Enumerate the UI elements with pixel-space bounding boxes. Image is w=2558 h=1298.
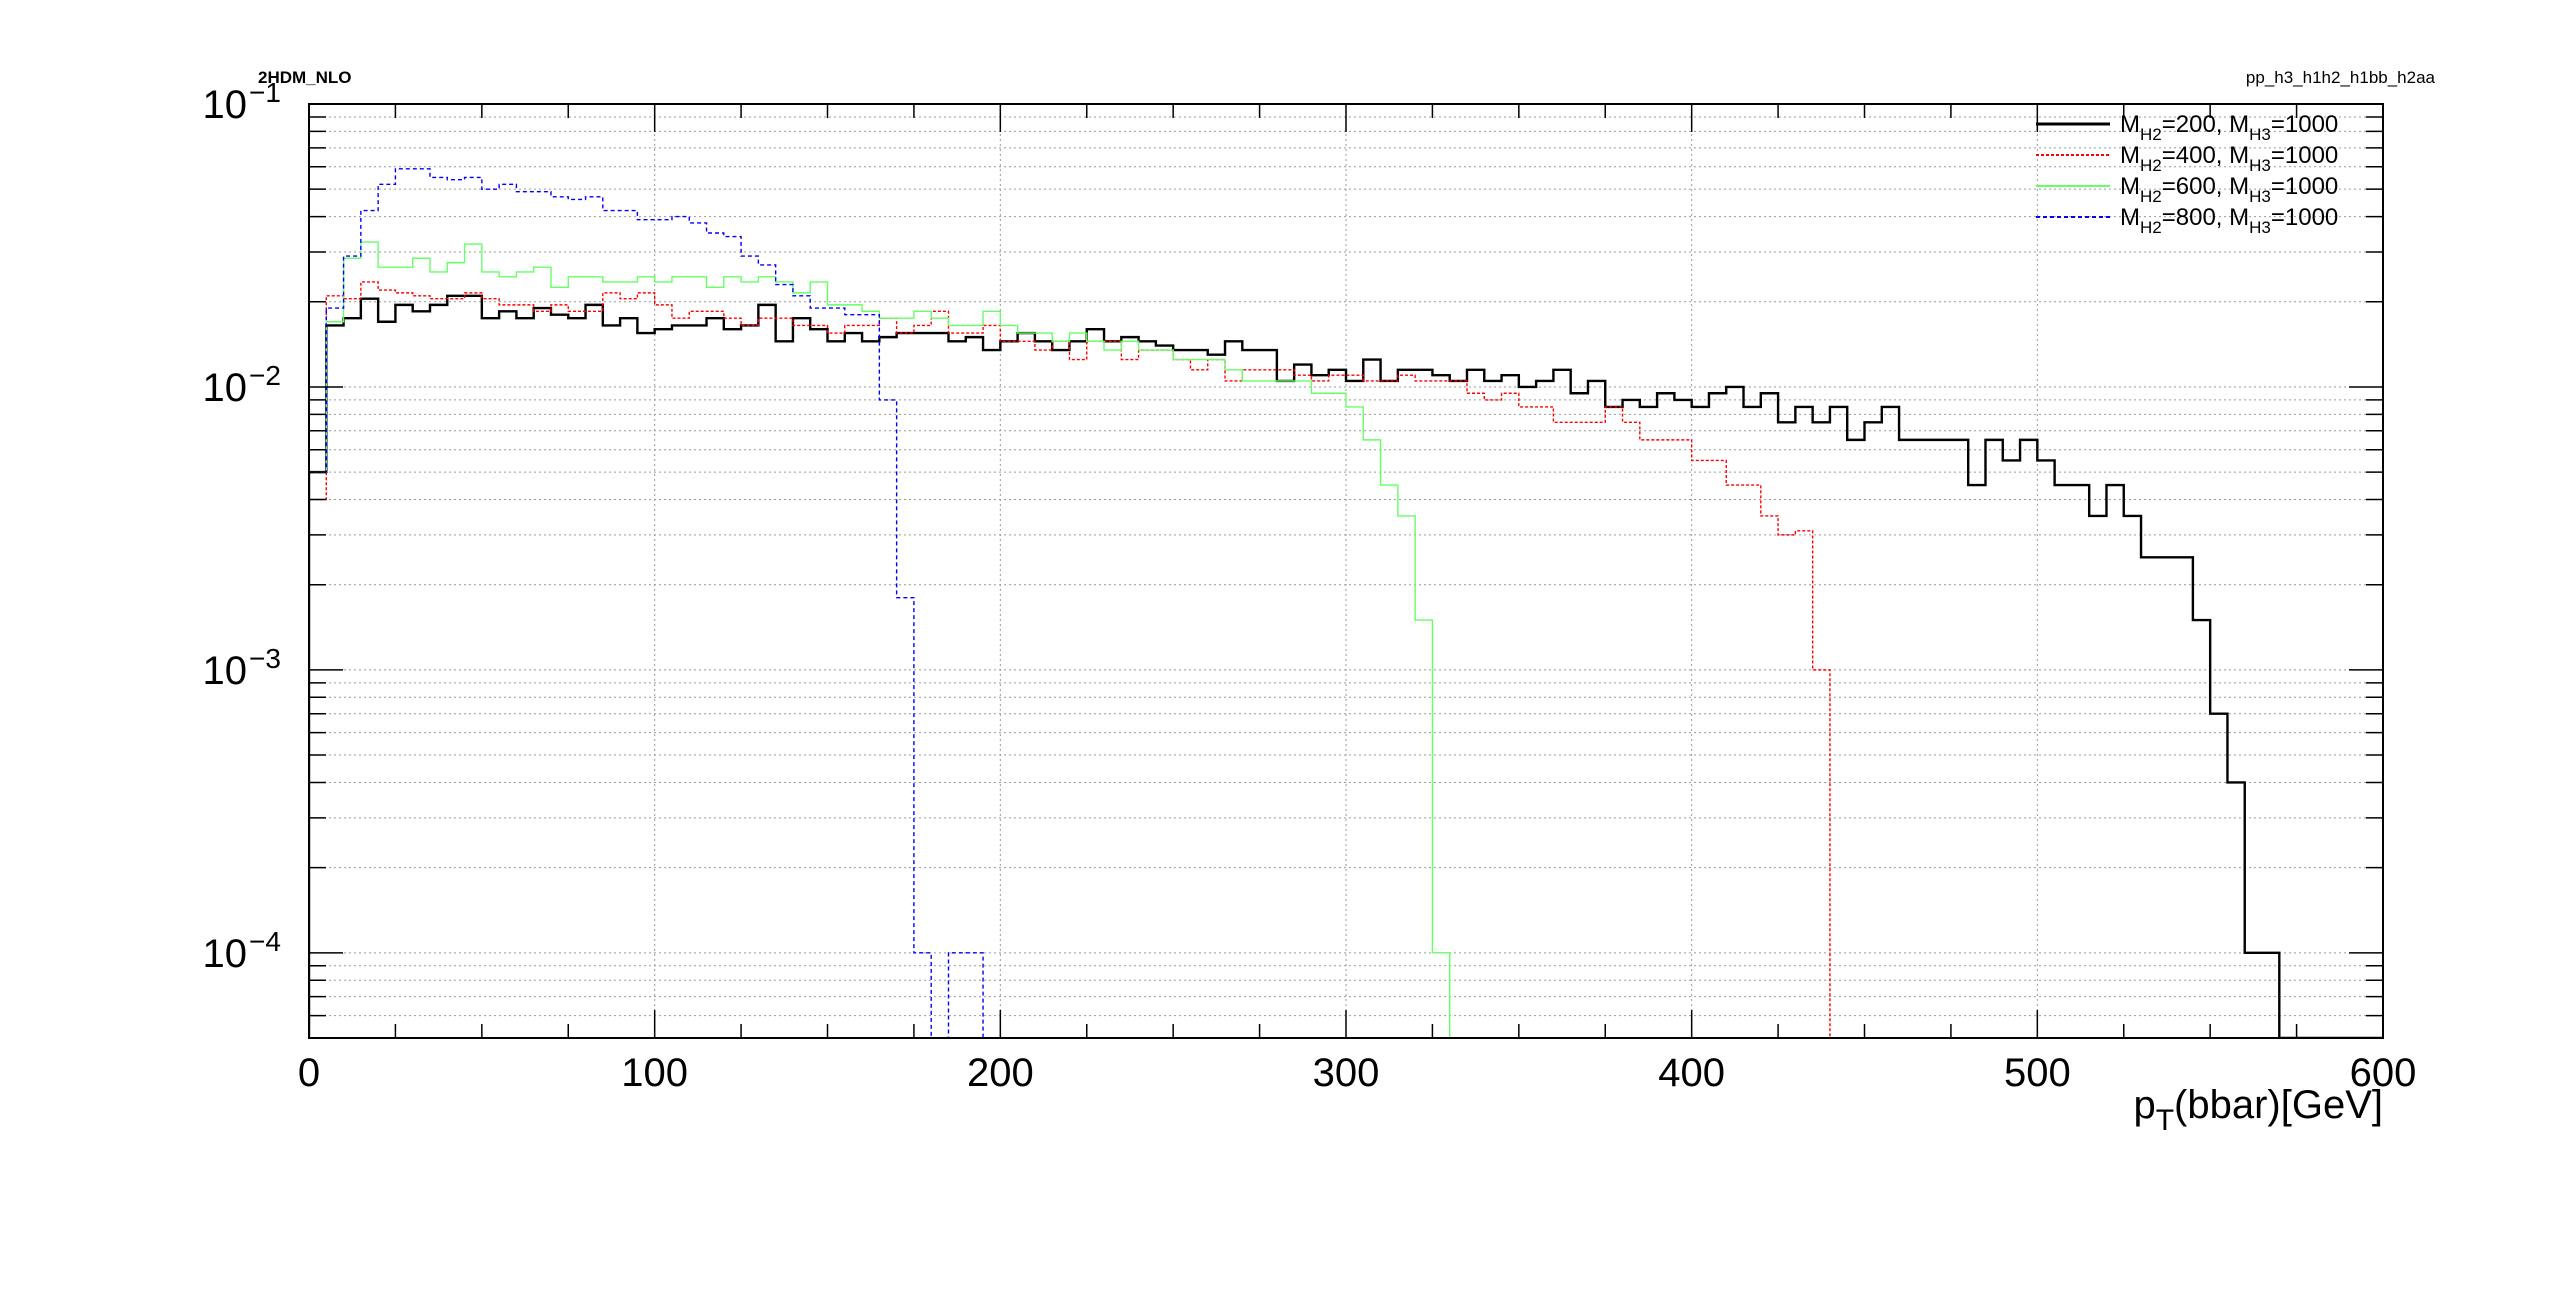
x-tick-label: 200 (967, 1051, 1034, 1095)
y-tick-exponent: −2 (249, 360, 281, 391)
legend-entry-3: MH2=600, MH3=1000 (2120, 173, 2338, 206)
x-tick-label: 400 (1658, 1051, 1725, 1095)
series-line-2 (309, 281, 2383, 1038)
y-tick-exponent: −4 (249, 926, 281, 957)
x-tick-label: 300 (1313, 1051, 1380, 1095)
y-tick-label: 10 (203, 366, 248, 410)
legend-entry-2: MH2=400, MH3=1000 (2120, 142, 2338, 175)
x-tick-labels: 0 100 200 300 400 500 600 (298, 1051, 2417, 1095)
grid-lines (309, 104, 2383, 1038)
x-tick-label: 600 (2350, 1051, 2417, 1095)
y-tick-labels: 10−110−210−310−4 (203, 77, 281, 976)
corner-label-left: 2HDM_NLO (258, 68, 352, 87)
y-tick-label: 10 (203, 83, 248, 127)
y-tick-label: 10 (203, 649, 248, 693)
series-layer (309, 168, 2383, 1038)
x-tick-label: 100 (621, 1051, 688, 1095)
x-tick-label: 500 (2004, 1051, 2071, 1095)
y-tick-label: 10 (203, 932, 248, 976)
y-tick-exponent: −3 (249, 643, 281, 674)
legend-entry-1: MH2=200, MH3=1000 (2120, 111, 2338, 144)
series-line-3 (309, 241, 2383, 1038)
legend-entry-4: MH2=800, MH3=1000 (2120, 204, 2338, 237)
y-tick-exponent: −1 (249, 77, 281, 108)
corner-label-right: pp_h3_h1h2_h1bb_h2aa (2246, 68, 2436, 87)
x-tick-label: 0 (298, 1051, 320, 1095)
x-axis-title: pT(bbar)[GeV] (2133, 1083, 2383, 1137)
series-line-1 (309, 294, 2383, 1038)
axis-ticks (308, 103, 2384, 1039)
